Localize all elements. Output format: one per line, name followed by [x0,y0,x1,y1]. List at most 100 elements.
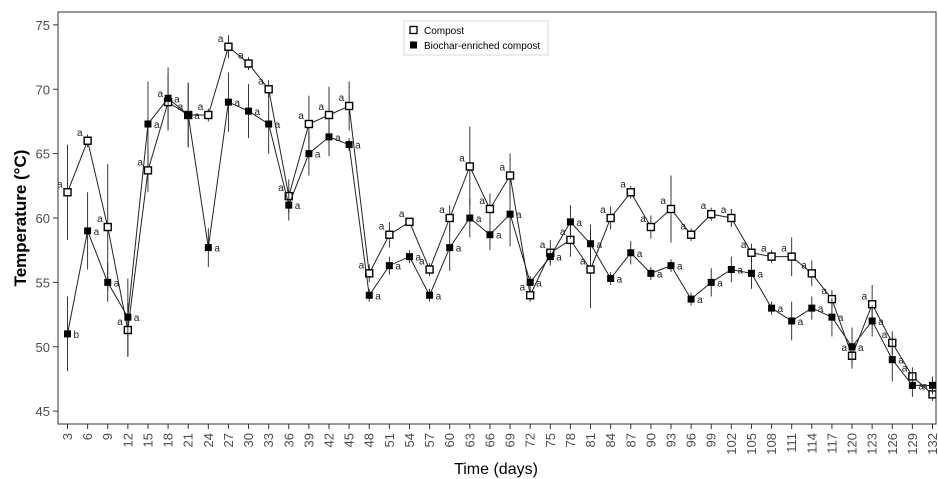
x-tick-label: 69 [503,433,518,447]
significance-label: a [379,222,385,233]
significance-label: a [660,196,666,207]
y-tick-label: 55 [36,275,50,290]
data-point [667,262,675,270]
data-point [747,269,755,277]
series-biochar: b a a a a a a a a a a a a a a a a a a a a a a a a a a a a a a a a a a a a a a a… [64,67,936,397]
data-point [587,240,595,248]
x-tick-label: 93 [663,433,678,447]
x-tick-label: 30 [241,433,256,447]
significance-label: a [681,222,687,233]
significance-label: a [597,240,603,251]
y-tick-label: 75 [36,18,50,33]
significance-label: b [74,330,80,341]
x-tick-label: 33 [261,433,276,447]
data-point [848,343,856,351]
data-point [586,265,595,274]
data-point [687,295,695,303]
x-tick-label: 45 [342,433,357,447]
x-tick-label: 9 [100,433,115,440]
significance-label: a [295,201,301,212]
data-point [626,188,635,197]
significance-label: a [77,128,83,139]
significance-label: a [436,291,442,302]
x-tick-label: 60 [442,433,457,447]
data-point [828,313,836,321]
significance-label: a [536,278,542,289]
data-point [526,278,534,286]
significance-label: a [757,269,763,280]
data-point [686,230,696,239]
y-axis-title: Temperature (°C) [11,150,30,287]
data-point [385,230,394,239]
significance-label: a [419,257,425,268]
significance-label: a [234,98,240,109]
data-point [566,218,574,226]
significance-label: a [318,102,324,113]
x-tick-label: 42 [322,433,337,447]
x-tick-label: 48 [362,433,377,447]
data-point [84,227,92,235]
data-point [747,248,756,257]
significance-label: a [479,196,485,207]
significance-label: a [258,76,264,87]
data-point [83,136,92,145]
significance-label: a [375,291,381,302]
x-tick-label: 24 [201,433,216,447]
significance-label: a [637,249,643,260]
data-point [647,269,655,277]
significance-label: a [198,102,204,113]
data-point [385,262,393,270]
x-tick-label: 3 [60,433,75,440]
x-tick-label: 120 [845,433,860,455]
x-tick-label: 63 [462,433,477,447]
significance-label: a [516,210,522,221]
series-compost: a a a a a a a a a a a a a a a a a a a a a a a a a a a a a a a a a a a a a a a a… [58,34,936,401]
data-point [64,330,71,338]
data-point [144,120,152,128]
data-point [807,269,817,278]
data-point [124,313,132,321]
data-point [808,304,816,312]
x-tick-label: 90 [643,433,658,447]
significance-label: a [862,291,868,302]
x-tick-label: 129 [905,433,920,455]
x-tick-label: 57 [422,433,437,447]
data-point [767,252,776,261]
x-tick-label: 117 [824,433,839,454]
significance-label: a [520,282,526,293]
x-tick-label: 105 [744,433,759,455]
significance-label: a [154,120,160,131]
data-point [63,188,72,197]
data-point [727,213,736,223]
data-point [245,107,253,115]
significance-label: a [94,227,100,238]
x-tick-label: 84 [603,433,618,447]
data-point [486,231,494,239]
significance-label: a [580,257,586,268]
x-tick-label: 132 [925,433,938,455]
x-tick-label: 111 [784,433,799,453]
significance-label: a [214,244,220,255]
x-tick-label: 36 [281,433,296,447]
data-point [525,291,535,300]
significance-label: a [640,214,646,225]
significance-label: a [315,150,321,161]
significance-label: a [496,231,502,242]
data-point [446,244,454,252]
x-tick-label: 102 [724,433,739,455]
significance-label: a [439,205,445,216]
y-tick-label: 65 [36,147,50,162]
data-point [325,133,333,141]
data-point [606,213,615,223]
panel-border [57,11,937,425]
significance-label: a [701,201,707,212]
data-point [466,214,474,222]
data-point [184,111,192,119]
data-point [908,381,916,389]
data-point [727,266,735,273]
x-tick-label: 18 [161,433,176,447]
significance-label: a [560,227,566,238]
legend-key-compost [409,25,418,35]
